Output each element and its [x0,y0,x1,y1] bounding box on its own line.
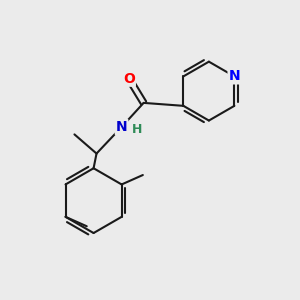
Text: N: N [116,120,127,134]
Text: N: N [229,69,240,83]
Text: H: H [132,124,142,136]
Text: O: O [123,72,135,86]
